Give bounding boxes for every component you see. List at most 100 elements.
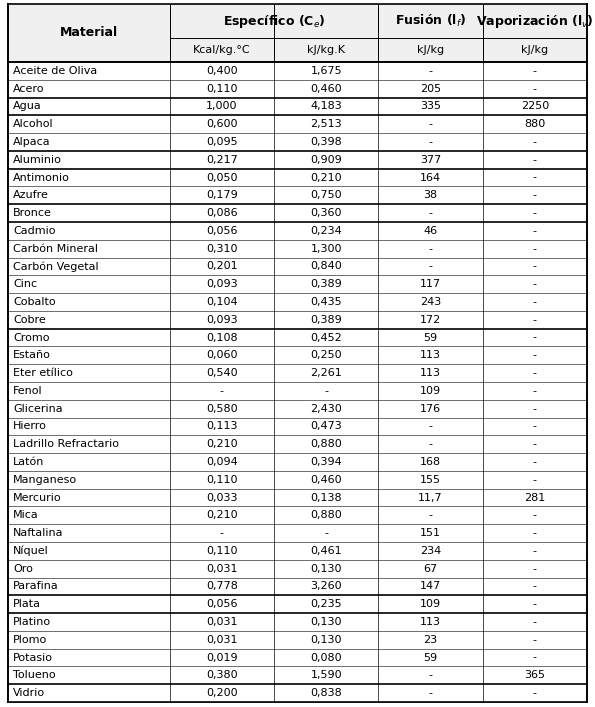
Text: 0,250: 0,250 [311, 351, 342, 361]
Text: 0,778: 0,778 [206, 581, 238, 592]
Text: Antimonio: Antimonio [13, 173, 70, 182]
Text: -: - [533, 83, 537, 93]
Text: 0,031: 0,031 [206, 563, 237, 573]
Text: 0,235: 0,235 [311, 600, 342, 609]
Text: 243: 243 [420, 297, 441, 307]
Text: Bronce: Bronce [13, 208, 52, 218]
Text: Glicerina: Glicerina [13, 404, 62, 414]
Text: 0,110: 0,110 [206, 475, 237, 485]
Text: 0,113: 0,113 [206, 421, 237, 431]
Text: -: - [533, 563, 537, 573]
Text: 176: 176 [420, 404, 441, 414]
Text: -: - [428, 421, 433, 431]
Text: Parafina: Parafina [13, 581, 59, 592]
Text: 0,461: 0,461 [311, 546, 342, 556]
Text: 3,260: 3,260 [311, 581, 342, 592]
Text: -: - [428, 439, 433, 449]
Text: -: - [533, 546, 537, 556]
Text: 0,380: 0,380 [206, 670, 237, 680]
Text: 147: 147 [420, 581, 441, 592]
Text: 0,108: 0,108 [206, 332, 237, 343]
Text: 2250: 2250 [521, 101, 549, 112]
Text: -: - [533, 226, 537, 236]
Text: 0,600: 0,600 [206, 119, 237, 129]
Text: 1,675: 1,675 [311, 66, 342, 76]
Text: 0,394: 0,394 [311, 457, 342, 467]
Text: -: - [533, 653, 537, 662]
Text: 0,031: 0,031 [206, 617, 237, 627]
Text: Vidrio: Vidrio [13, 688, 45, 698]
Text: Cinc: Cinc [13, 279, 37, 289]
Text: Alcohol: Alcohol [13, 119, 54, 129]
Text: 38: 38 [424, 190, 437, 200]
Text: 0,200: 0,200 [206, 688, 237, 698]
Text: Platino: Platino [13, 617, 51, 627]
Text: -: - [533, 262, 537, 271]
Bar [8, 4, 587, 62]
Text: -: - [533, 528, 537, 538]
Text: -: - [533, 279, 537, 289]
Text: 0,880: 0,880 [311, 510, 342, 520]
Text: Azufre: Azufre [13, 190, 49, 200]
Text: -: - [533, 368, 537, 378]
Text: -: - [533, 581, 537, 592]
Text: 1,590: 1,590 [311, 670, 342, 680]
Text: Mica: Mica [13, 510, 39, 520]
Text: Carbón Vegetal: Carbón Vegetal [13, 261, 99, 271]
Text: -: - [324, 528, 328, 538]
Text: 117: 117 [420, 279, 441, 289]
Text: -: - [533, 315, 537, 325]
Text: Cobre: Cobre [13, 315, 46, 325]
Text: -: - [533, 66, 537, 76]
Text: -: - [533, 297, 537, 307]
Text: 0,086: 0,086 [206, 208, 237, 218]
Text: -: - [533, 635, 537, 645]
Text: -: - [428, 208, 433, 218]
Text: 0,840: 0,840 [311, 262, 342, 271]
Text: -: - [533, 475, 537, 485]
Text: -: - [428, 670, 433, 680]
Text: -: - [533, 244, 537, 254]
Text: -: - [428, 137, 433, 147]
Text: Latón: Latón [13, 457, 45, 467]
Text: 2,513: 2,513 [311, 119, 342, 129]
Text: 0,094: 0,094 [206, 457, 238, 467]
Text: Níquel: Níquel [13, 546, 49, 556]
Text: 281: 281 [524, 493, 546, 503]
Text: Material: Material [60, 26, 118, 40]
Text: Ladrillo Refractario: Ladrillo Refractario [13, 439, 119, 449]
Text: 205: 205 [420, 83, 441, 93]
Text: 377: 377 [420, 155, 441, 165]
Text: Aceite de Oliva: Aceite de Oliva [13, 66, 97, 76]
Text: -: - [428, 244, 433, 254]
Text: 0,234: 0,234 [311, 226, 342, 236]
Text: 23: 23 [424, 635, 437, 645]
Text: 880: 880 [524, 119, 546, 129]
Text: Fenol: Fenol [13, 386, 43, 396]
Text: 0,110: 0,110 [206, 546, 237, 556]
Text: -: - [533, 421, 537, 431]
Text: -: - [324, 386, 328, 396]
Text: 0,080: 0,080 [311, 653, 342, 662]
Text: Acero: Acero [13, 83, 45, 93]
Text: 4,183: 4,183 [311, 101, 342, 112]
Text: 0,130: 0,130 [311, 563, 342, 573]
Text: 151: 151 [420, 528, 441, 538]
Text: Vaporización (l$_v$): Vaporización (l$_v$) [476, 13, 594, 30]
Text: 113: 113 [420, 368, 441, 378]
Text: 0,138: 0,138 [311, 493, 342, 503]
Text: 168: 168 [420, 457, 441, 467]
Text: 109: 109 [420, 386, 441, 396]
Text: 0,050: 0,050 [206, 173, 237, 182]
Text: 0,201: 0,201 [206, 262, 237, 271]
Text: -: - [533, 208, 537, 218]
Text: 0,460: 0,460 [311, 83, 342, 93]
Text: -: - [220, 528, 224, 538]
Text: 0,033: 0,033 [206, 493, 237, 503]
Text: Agua: Agua [13, 101, 42, 112]
Text: 155: 155 [420, 475, 441, 485]
Text: 0,389: 0,389 [311, 315, 342, 325]
Text: 0,909: 0,909 [311, 155, 342, 165]
Text: Hierro: Hierro [13, 421, 47, 431]
Text: 1,000: 1,000 [206, 101, 237, 112]
